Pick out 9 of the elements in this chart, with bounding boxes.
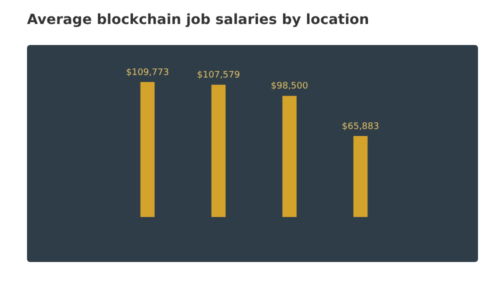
data-label: $98,500	[270, 82, 308, 92]
bar	[140, 82, 155, 217]
bar	[282, 96, 297, 217]
data-label: $65,883	[342, 122, 380, 132]
data-label: $109,773	[126, 68, 169, 78]
bar	[353, 136, 368, 217]
bar	[211, 84, 226, 217]
data-label: $107,579	[197, 70, 240, 81]
chart-title: Average blockchain job salaries by location	[27, 12, 370, 28]
